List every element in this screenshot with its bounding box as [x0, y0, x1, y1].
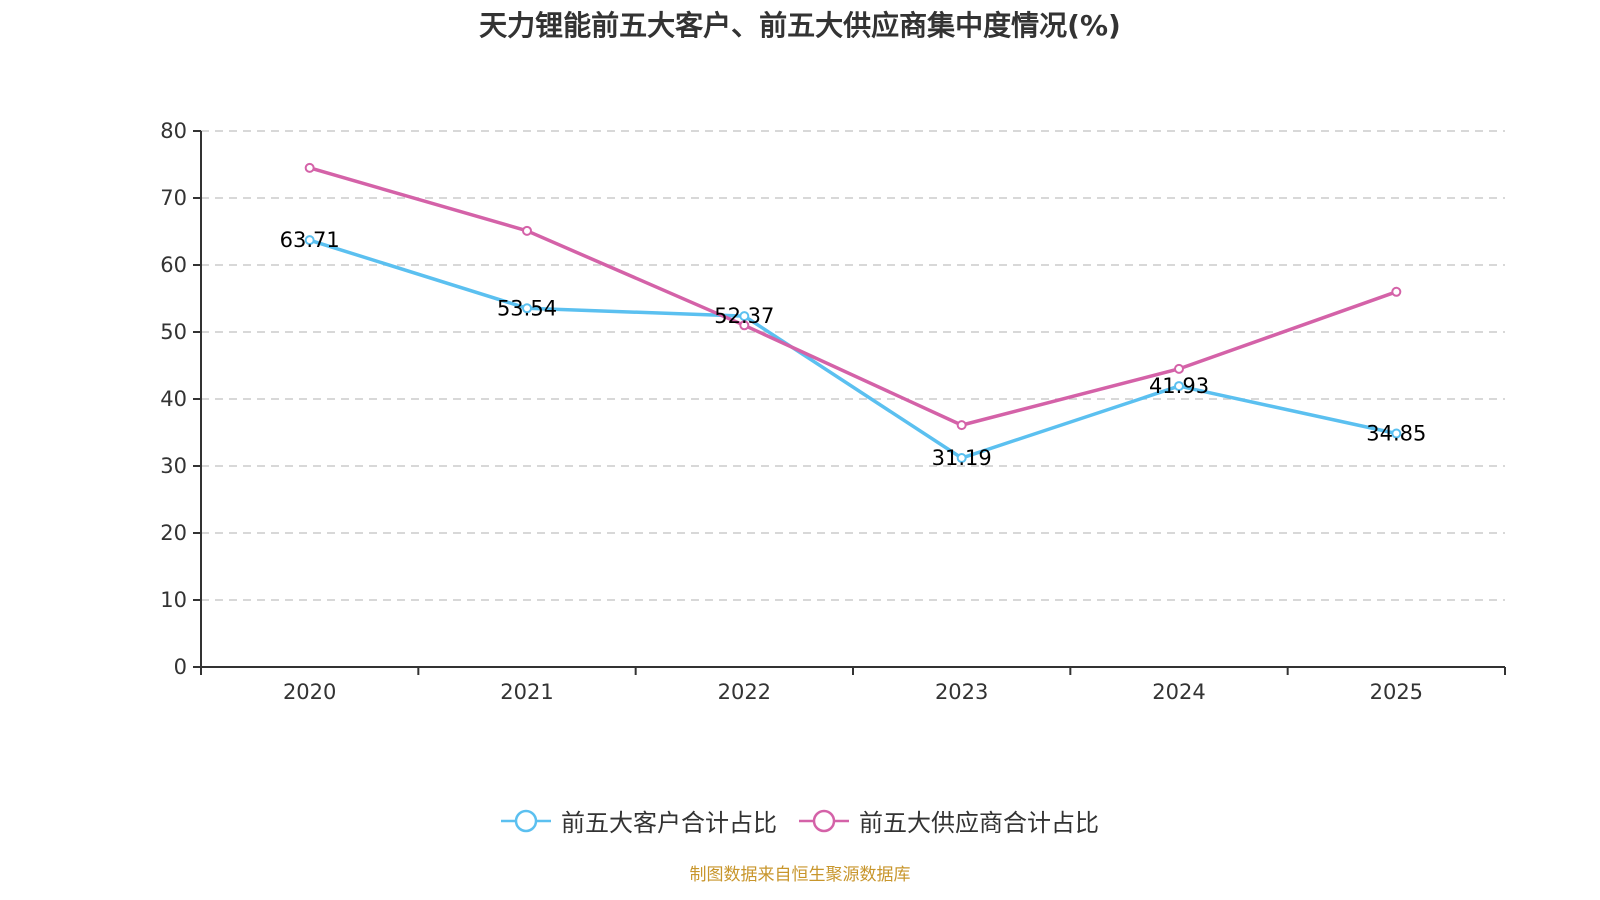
y-tick-label: 80: [160, 119, 187, 143]
y-tick-label: 60: [160, 253, 187, 277]
x-tick-label: 2023: [935, 680, 988, 704]
data-point: [956, 453, 967, 464]
data-label: 52.37: [714, 304, 774, 328]
axes: 0 10 20 30 40 50 60 70 80 2020 2021 2022 2023 2024 202…: [160, 119, 1506, 704]
legend-label: 前五大供应商合计占比: [859, 809, 1099, 837]
y-tick-label: 20: [160, 521, 187, 545]
data-point: [1391, 428, 1402, 439]
data-label: 31.19: [932, 446, 992, 470]
data-point: [522, 303, 532, 314]
data-point: [304, 235, 315, 246]
data-point: [304, 162, 315, 173]
y-tick-label: 50: [160, 320, 187, 344]
series-line-1: [309, 166, 1397, 427]
x-tick-label: 2024: [1152, 680, 1205, 704]
data-point: [522, 225, 532, 236]
y-tick-label: 30: [160, 454, 187, 478]
data-label: 34.85: [1366, 422, 1426, 446]
data-label: 53.54: [497, 296, 557, 320]
data-label: 63.71: [280, 228, 340, 252]
legend-item-suppliers[interactable]: 前五大供应商合计占比: [799, 803, 1099, 838]
x-tick-label: 2025: [1370, 680, 1423, 704]
data-label: 41.93: [1149, 374, 1209, 398]
legend: 前五大客户合计占比 前五大供应商合计占比: [0, 803, 1600, 838]
data-point: [739, 311, 750, 322]
legend-item-customers[interactable]: 前五大客户合计占比: [501, 803, 777, 838]
legend-line-circle-icon: [799, 809, 849, 832]
x-tick-label: 2021: [500, 680, 553, 704]
series-line-0: [309, 238, 1397, 460]
x-tick-label: 2020: [283, 680, 336, 704]
y-tick-label: 40: [160, 387, 187, 411]
series: [304, 162, 1402, 464]
y-tick-label: 70: [160, 186, 187, 210]
y-tick-label: 0: [174, 655, 187, 679]
legend-label: 前五大客户合计占比: [561, 809, 777, 837]
data-point: [739, 320, 750, 331]
chart-title: 天力锂能前五大客户、前五大供应商集中度情况(%): [479, 9, 1121, 42]
data-point: [956, 420, 967, 431]
y-tick-label: 10: [160, 588, 187, 612]
data-point: [1174, 363, 1184, 374]
x-tick-label: 2022: [718, 680, 771, 704]
legend-line-circle-icon: [501, 809, 551, 832]
data-labels: 63.71 53.54 52.37 31.19 41.93 34.85: [280, 228, 1427, 470]
data-source-footer: 制图数据来自恒生聚源数据库: [689, 865, 911, 885]
data-point: [1391, 286, 1402, 297]
grid-lines: [201, 130, 1505, 601]
data-point: [1174, 381, 1184, 392]
